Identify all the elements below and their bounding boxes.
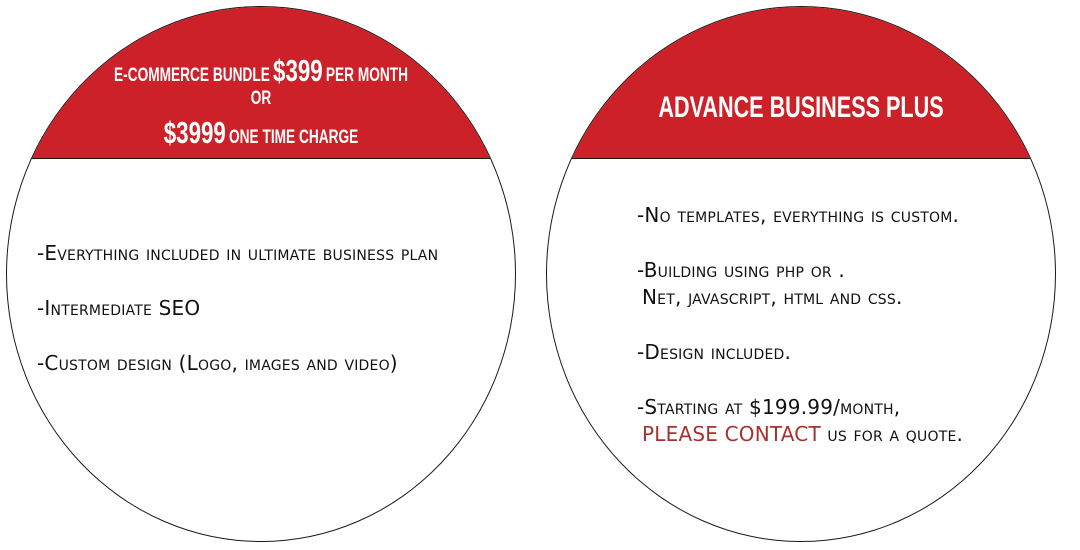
one-time-price: $3999: [163, 115, 226, 150]
feature-item: -Intermediate SEO: [37, 296, 201, 320]
monthly-unit: per month: [325, 65, 408, 86]
feature-item-continued: Net, javascript, html and css.: [642, 285, 903, 309]
feature-item: -No templates, everything is custom.: [637, 203, 960, 227]
feature-item: -Building using php or .: [637, 258, 845, 282]
quote-text: us for a quote.: [827, 422, 964, 446]
feature-item: -Design included.: [637, 340, 792, 364]
contact-line: PLEASE CONTACT us for a quote.: [642, 422, 963, 446]
advance-business-plus-card: Advance Business Plus -No templates, eve…: [546, 6, 1056, 542]
ecommerce-bundle-header: E-commerce bundle $399 per month or $399…: [7, 7, 515, 159]
or-separator: or: [250, 88, 272, 109]
feature-item: -Starting at $199.99/month,: [637, 395, 901, 419]
plan-title: Advance Business Plus: [658, 91, 944, 124]
bundle-one-time-price-line: $3999 one time charge: [78, 117, 444, 148]
please-contact-link[interactable]: PLEASE CONTACT: [642, 422, 821, 446]
bundle-label: E-commerce bundle: [114, 65, 270, 86]
advance-business-plus-header: Advance Business Plus: [547, 7, 1055, 159]
monthly-price: $399: [273, 53, 323, 88]
ecommerce-bundle-card: E-commerce bundle $399 per month or $399…: [6, 6, 516, 542]
bundle-monthly-price-line: E-commerce bundle $399 per month: [78, 55, 444, 86]
feature-item: -Everything included in ultimate busines…: [37, 241, 439, 265]
feature-item: -Custom design (Logo, images and video): [37, 351, 398, 375]
one-time-unit: one time charge: [229, 127, 359, 148]
